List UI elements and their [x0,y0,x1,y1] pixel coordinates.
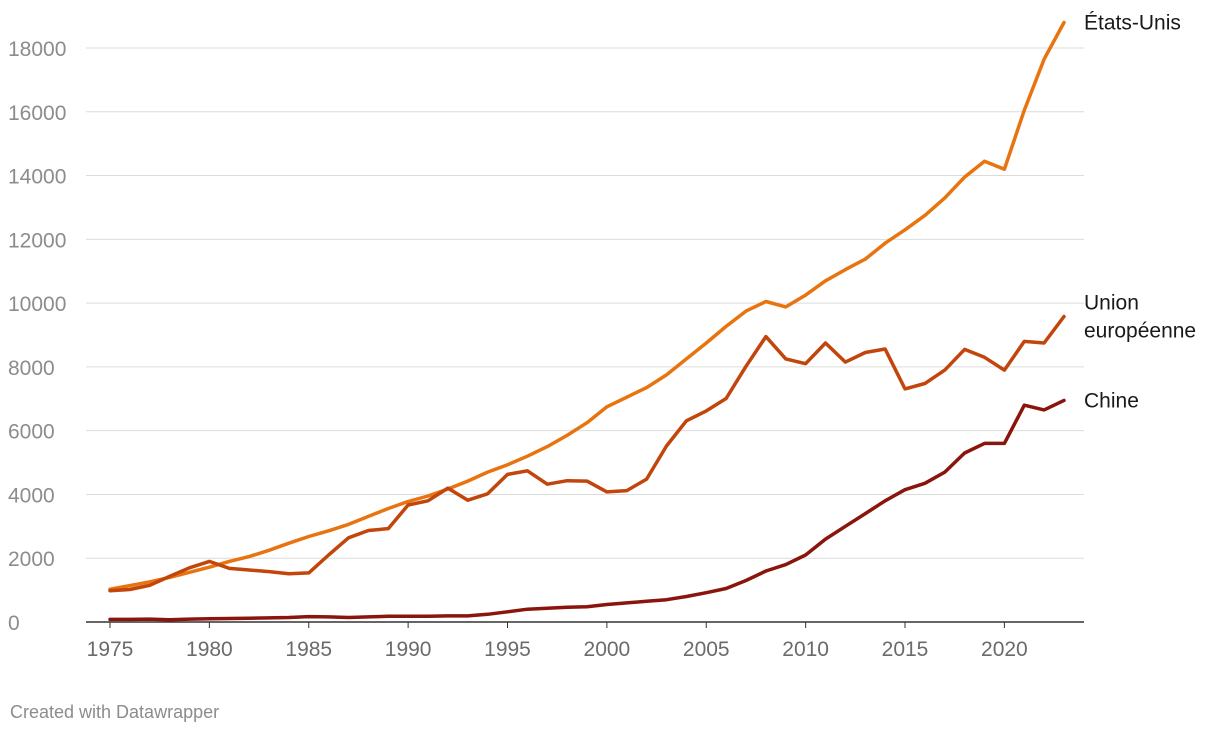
y-tick-label: 8000 [8,357,55,380]
series-labels: États-Unis Union européenne Chine [1084,11,1196,412]
y-tick-label: 4000 [8,484,55,507]
x-tick-label: 1975 [87,638,134,661]
series-label-chine: Chine [1084,389,1139,412]
gridlines [86,47,1084,559]
series-label-union-europeenne: européenne [1084,320,1196,343]
y-tick-label: 16000 [8,102,66,125]
y-tick-label: 2000 [8,548,55,571]
y-tick-label: 18000 [8,38,66,61]
series-label-etats-unis: États-Unis [1084,11,1181,34]
y-tick-label: 12000 [8,229,66,252]
series-line-chine [108,398,1066,622]
x-tick-label: 2015 [882,638,929,661]
series-line-union-europeenne [108,314,1066,593]
x-tick-label: 2020 [981,638,1028,661]
y-tick-label: 14000 [8,166,66,189]
x-tick-label: 2005 [683,638,730,661]
series-lines [108,20,1066,622]
series-line-etats-unis [108,20,1066,591]
y-tick-label: 6000 [8,421,55,444]
x-tick-label: 1980 [186,638,233,661]
credit-text: Created with Datawrapper [10,702,220,722]
x-tick-label: 1995 [484,638,531,661]
series-label-union-europeenne: Union [1084,292,1139,315]
x-tick-label: 2010 [782,638,829,661]
y-axis-tick-labels: 0 2000 4000 6000 8000 10000 12000 14000 16000 180… [8,38,66,635]
x-tick-label: 1990 [385,638,432,661]
y-tick-label: 0 [8,612,20,635]
x-tick-label: 1985 [285,638,332,661]
y-tick-label: 10000 [8,293,66,316]
x-tick-label: 2000 [584,638,631,661]
x-axis-tick-labels: 1975 1980 1985 1990 1995 2000 2005 2010 2015 2020 [87,622,1028,661]
